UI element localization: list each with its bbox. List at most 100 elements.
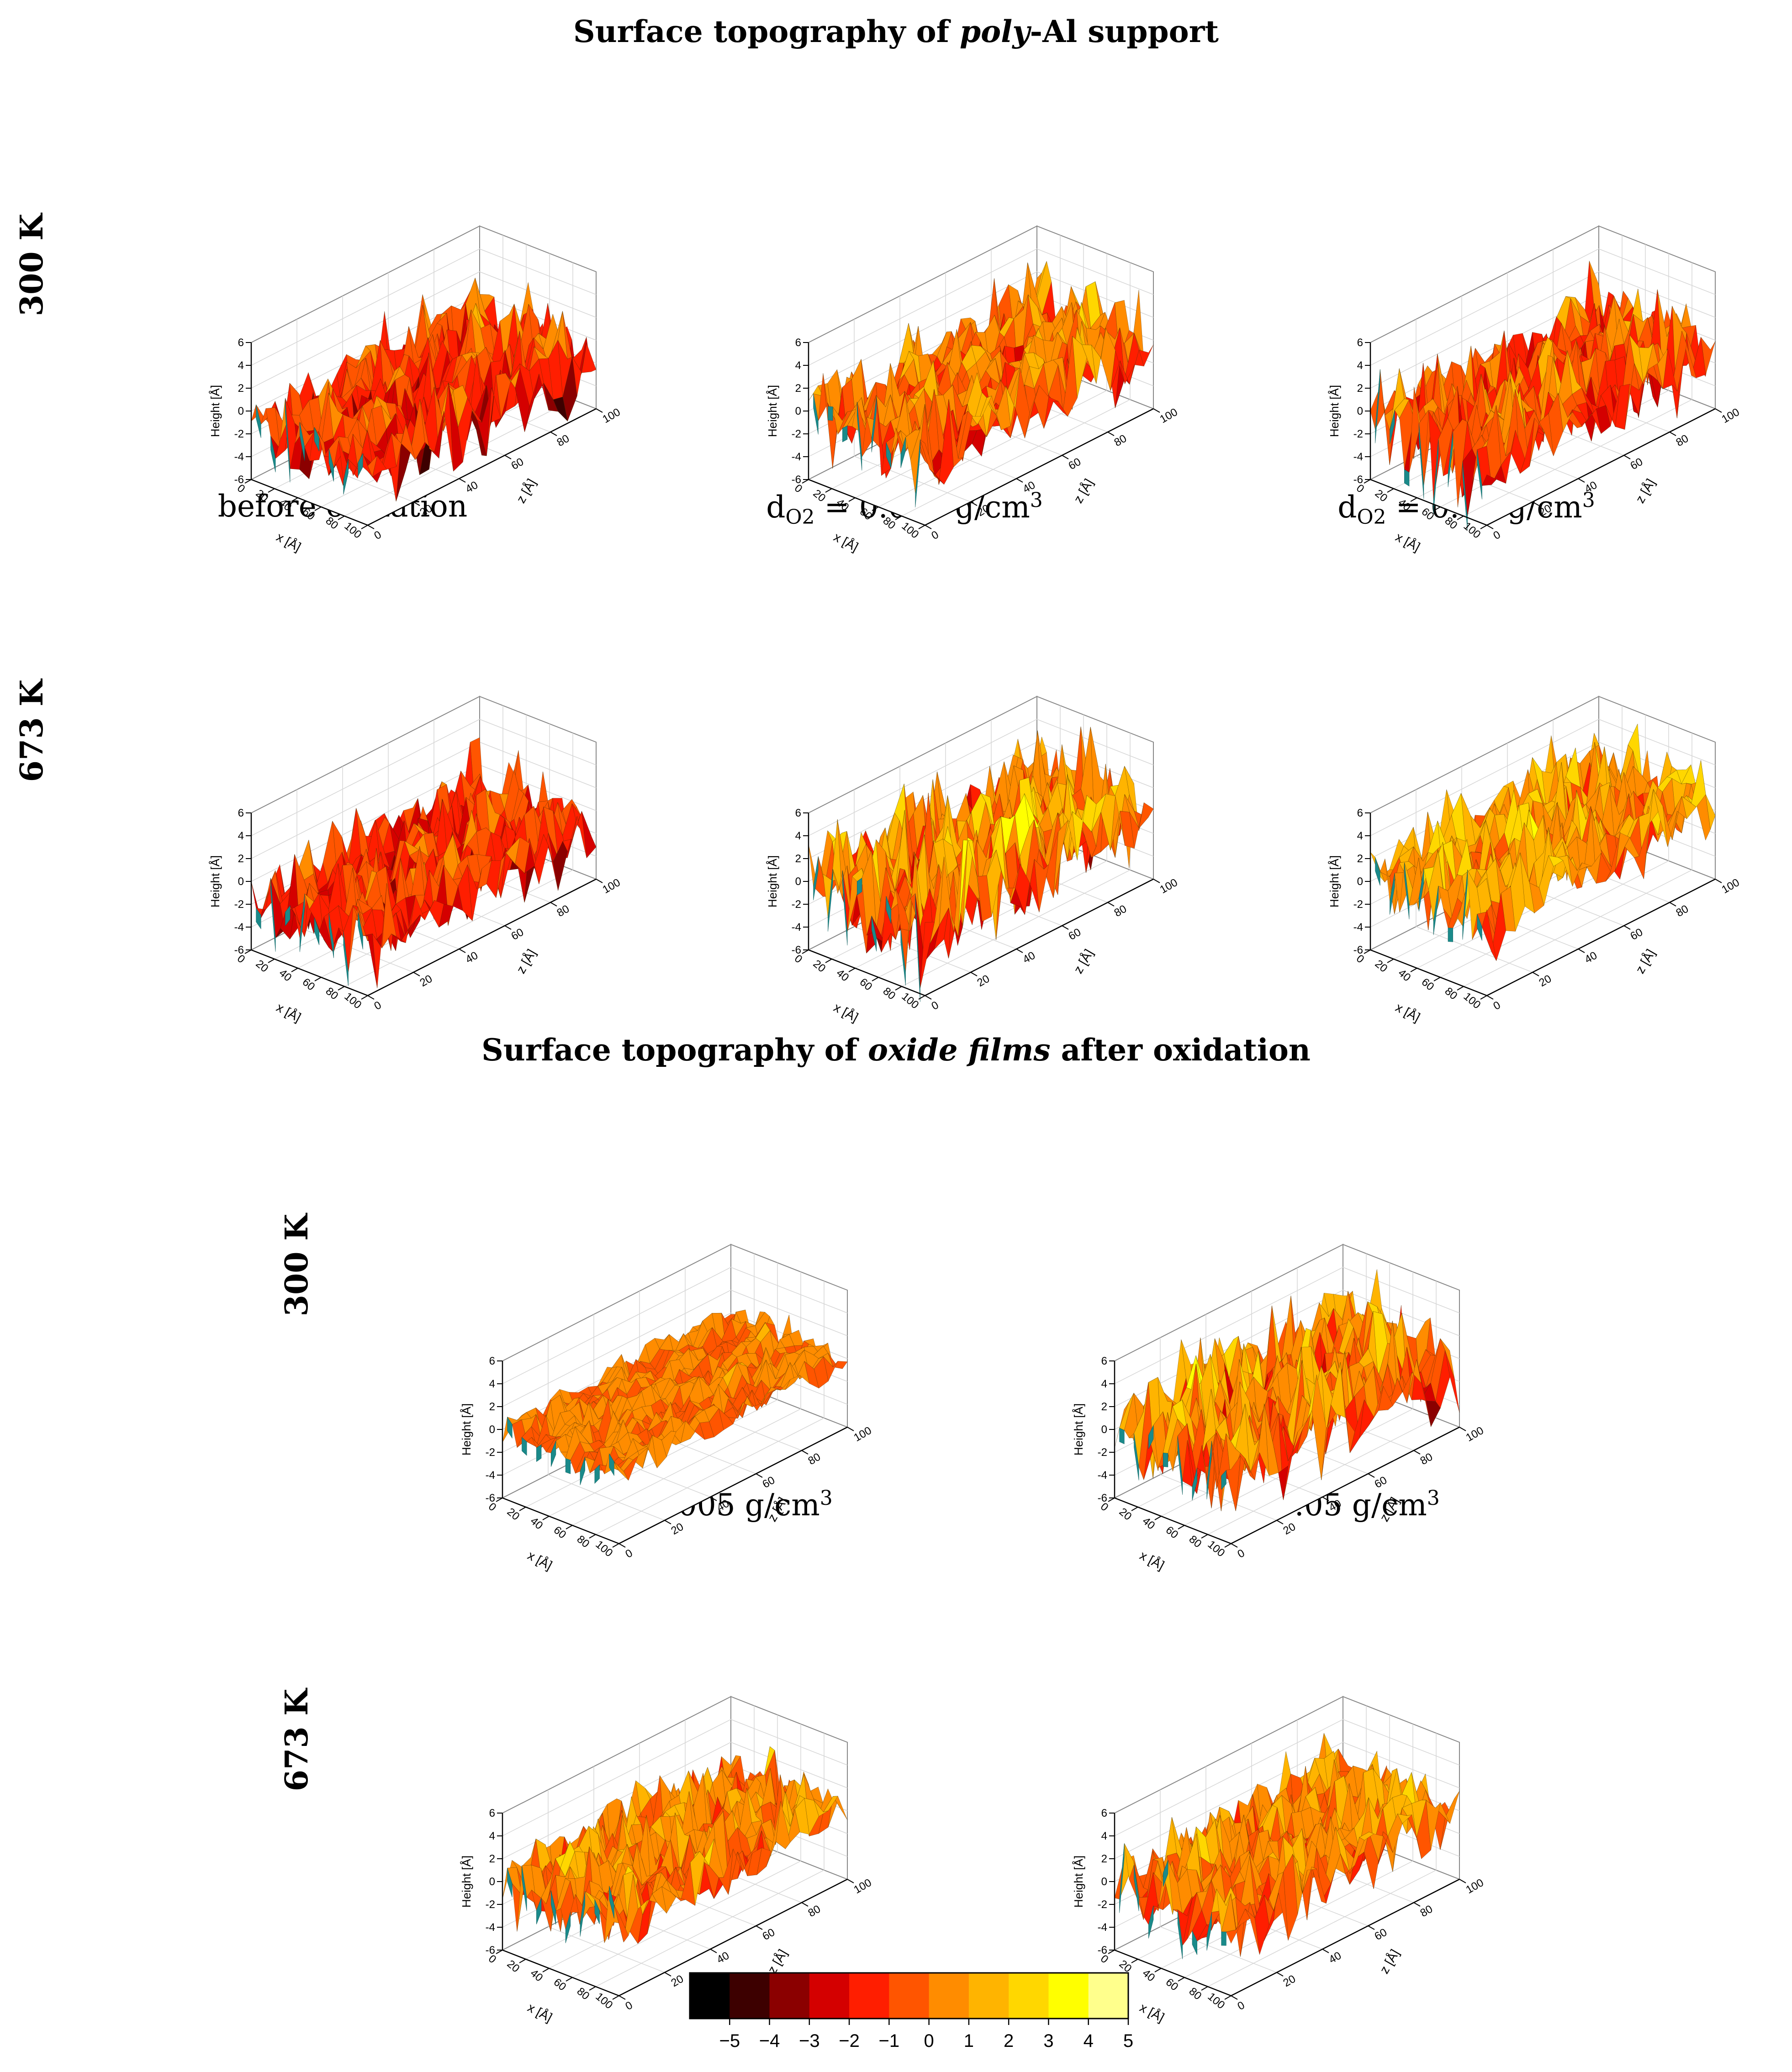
- y-tick-label: 0: [795, 875, 801, 888]
- surface-underside: [842, 870, 848, 946]
- y-tick-label: -2: [1353, 428, 1363, 440]
- y-axis-label: Height [Å]: [1327, 385, 1341, 437]
- y-tick-label: 6: [1357, 807, 1363, 819]
- z-tick: [756, 1473, 763, 1478]
- surface-underside: [536, 1444, 542, 1462]
- y-tick-label: 0: [1357, 405, 1363, 417]
- y-tick-label: -6: [1353, 944, 1363, 956]
- surface-underside: [270, 878, 276, 952]
- surface-underside: [1448, 432, 1453, 487]
- z-tick-label: 80: [555, 902, 572, 919]
- y-tick-label: -6: [792, 474, 801, 486]
- x-tick: [1364, 949, 1371, 954]
- x-tick-label: 20: [1373, 958, 1390, 975]
- x-tick: [361, 995, 368, 1000]
- row-label-673k: 673 K: [14, 679, 50, 782]
- x-tick: [1480, 995, 1487, 1000]
- x-tick: [244, 949, 252, 954]
- gridline: [1160, 1474, 1277, 1521]
- y-tick-label: -4: [486, 1469, 495, 1482]
- gridline: [1463, 870, 1692, 987]
- y-tick-label: 4: [489, 1378, 495, 1390]
- surface-facet: [614, 1461, 629, 1481]
- surface-underside: [1462, 870, 1468, 940]
- surface-facet: [363, 933, 378, 988]
- z-tick: [1669, 432, 1676, 436]
- gridline: [251, 271, 597, 389]
- x-tick: [918, 525, 925, 529]
- x-tick: [612, 1543, 619, 1548]
- x-tick: [802, 479, 809, 484]
- y-tick-label: 6: [238, 807, 244, 819]
- y-tick-label: 2: [795, 853, 801, 865]
- x-tick: [872, 977, 879, 981]
- x-tick: [268, 959, 275, 963]
- y-tick-label: 6: [238, 337, 244, 349]
- z-tick: [1578, 478, 1585, 483]
- y-tick-label: -2: [1353, 898, 1363, 911]
- x-tick: [918, 995, 925, 1000]
- y-tick-label: -4: [234, 921, 244, 933]
- x-tick: [1410, 968, 1417, 972]
- surface-underside: [609, 1453, 614, 1476]
- z-tick: [1107, 902, 1115, 907]
- y-tick-label: 4: [795, 359, 801, 372]
- gridline: [1370, 248, 1716, 366]
- z-tick: [1016, 949, 1023, 953]
- z-tick-label: 40: [464, 949, 481, 966]
- y-tick-label: 4: [795, 830, 801, 842]
- x-tick: [825, 959, 832, 963]
- z-tick: [459, 478, 466, 483]
- gridline: [344, 870, 573, 987]
- surface: [251, 278, 597, 501]
- z-tick-label: 0: [372, 999, 384, 1012]
- x-tick: [566, 1525, 573, 1529]
- gridline: [1184, 1408, 1413, 1526]
- surface-facet: [1481, 475, 1497, 486]
- y-tick-label: 2: [795, 382, 801, 395]
- z-tick-label: 60: [509, 926, 526, 943]
- z-tick: [1486, 525, 1494, 529]
- x-tick-label: 80: [881, 985, 898, 1002]
- surface-skirt: [1375, 857, 1482, 942]
- title-text: Surface topography of: [481, 1032, 868, 1068]
- surface-underside: [565, 1458, 571, 1474]
- surface-facet: [920, 922, 935, 988]
- y-tick-label: -4: [792, 921, 801, 933]
- surface-skirt: [256, 878, 363, 986]
- y-tick-label: 6: [1357, 337, 1363, 349]
- z-tick: [1486, 995, 1494, 1000]
- surface: [1114, 1269, 1460, 1511]
- z-tick-label: 20: [418, 972, 435, 989]
- y-axis-label: Height [Å]: [208, 385, 222, 437]
- surface-underside: [256, 907, 261, 929]
- y-tick-label: 4: [238, 830, 244, 842]
- z-tick: [596, 408, 603, 413]
- x-tick: [1457, 986, 1464, 991]
- z-tick: [1153, 879, 1160, 883]
- gridline: [251, 719, 597, 836]
- x-axis-line: [1370, 479, 1487, 526]
- z-tick: [550, 902, 557, 907]
- surface-underside: [1418, 869, 1424, 912]
- z-tick-label: 0: [1491, 999, 1503, 1012]
- y-tick-label: 0: [795, 405, 801, 417]
- gridline: [901, 399, 1131, 517]
- z-tick-label: 80: [1112, 902, 1129, 919]
- z-tick: [1062, 455, 1069, 459]
- title-text: -Al support: [1030, 14, 1219, 49]
- surface-underside: [1375, 857, 1380, 886]
- surface-underside: [314, 427, 320, 452]
- surface-underside: [328, 448, 334, 482]
- z-axis-line: [1486, 408, 1716, 526]
- z-axis-line: [618, 1426, 848, 1545]
- surface-underside: [871, 397, 877, 453]
- z-axis-line: [367, 878, 597, 996]
- gridline: [572, 1408, 801, 1526]
- z-axis-label: z [Å]: [1071, 476, 1096, 506]
- y-tick-label: 2: [1357, 853, 1363, 865]
